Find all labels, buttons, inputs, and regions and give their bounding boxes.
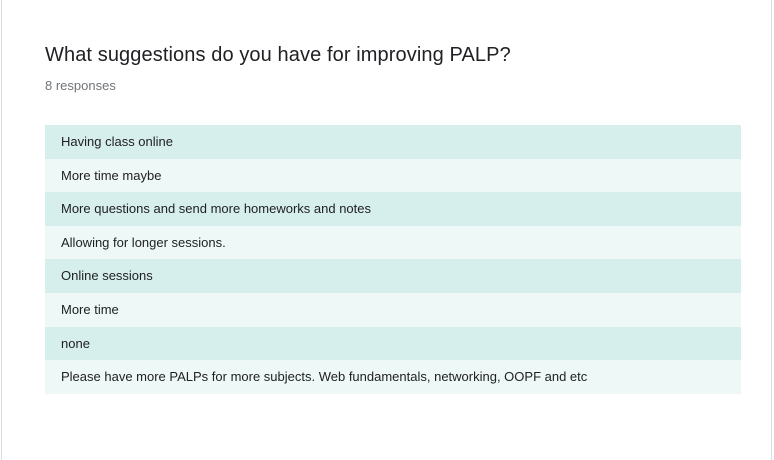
response-count: 8 responses: [45, 78, 116, 93]
response-item: More time maybe: [45, 158, 741, 193]
question-title: What suggestions do you have for improvi…: [45, 44, 511, 66]
response-item: Having class online: [45, 125, 741, 159]
response-item: Please have more PALPs for more subjects…: [45, 360, 741, 394]
response-item: Allowing for longer sessions.: [45, 225, 741, 260]
response-item: More questions and send more homeworks a…: [45, 192, 741, 226]
response-item: none: [45, 326, 741, 361]
response-list: Having class online More time maybe More…: [45, 125, 741, 394]
response-item: Online sessions: [45, 259, 741, 293]
response-item: More time: [45, 292, 741, 327]
